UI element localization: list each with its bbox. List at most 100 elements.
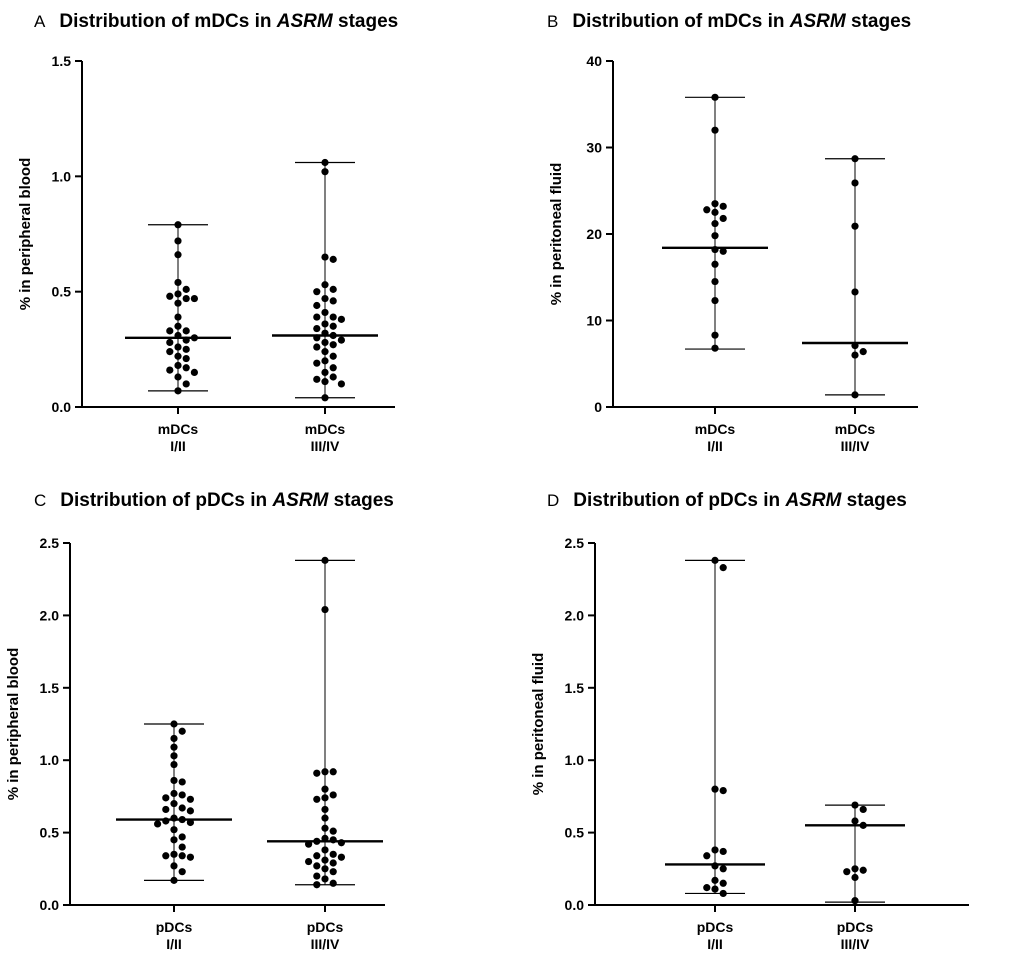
y-tick-label: 1.0 [52,168,72,184]
data-point [329,827,337,835]
data-point [154,820,162,828]
data-point [321,320,329,328]
data-point [851,897,859,905]
panel-letter: A [34,12,46,31]
data-point [329,352,337,360]
y-tick-label: 0.5 [40,825,60,841]
data-point [182,345,190,353]
data-point [321,834,329,842]
data-point [851,351,859,359]
data-point [859,821,867,829]
title-prefix: Distribution of pDCs in [60,490,272,511]
y-tick-label: 20 [586,226,602,242]
data-point [329,791,337,799]
data-point [182,285,190,293]
data-point [170,862,178,870]
data-point [719,247,727,255]
data-point [174,387,182,395]
data-point [178,791,186,799]
data-point [186,807,194,815]
panel-b: B Distribution of mDCs in ASRM stages 0 10 2… [513,0,1026,479]
x-tick-label: III/IV [311,438,340,454]
data-point [329,255,337,263]
data-point [313,862,321,870]
data-point [711,785,719,793]
title-prefix: Distribution of mDCs in [572,11,789,32]
data-point [859,866,867,874]
title-suffix: stages [328,490,393,511]
x-tick-label: mDCs [305,421,346,437]
data-point [321,606,329,614]
data-point [182,380,190,388]
data-point [313,334,321,342]
data-point [170,814,178,822]
data-point [313,881,321,889]
x-tick-label: mDCs [695,421,736,437]
data-point [321,394,329,402]
data-point [174,352,182,360]
data-point [337,853,345,861]
data-point [711,126,719,134]
title-prefix: Distribution of pDCs in [573,490,785,511]
data-point [703,206,711,214]
data-point [711,846,719,854]
x-tick-label: pDCs [156,919,193,935]
data-point [170,836,178,844]
data-point [174,343,182,351]
data-point [321,785,329,793]
x-tick-label: I/II [166,936,182,952]
data-point [174,322,182,330]
data-point [719,787,727,795]
data-point [182,294,190,303]
data-point [170,826,178,834]
panel-c: C Distribution of pDCs in ASRM stages 0.0 0… [0,479,513,958]
data-point [711,260,719,268]
data-point [321,814,329,822]
data-point [321,308,329,317]
panel-d: D Distribution of pDCs in ASRM stages 0.0 0… [513,479,1026,958]
data-point [711,245,719,254]
data-point [321,846,329,854]
data-point [337,380,345,388]
data-point [337,839,345,847]
data-point [321,158,329,167]
y-tick-label: 2.5 [40,535,60,551]
chart-title: B Distribution of mDCs in ASRM stages [547,11,911,32]
y-axis-label: % in peritoneal fluid [530,653,547,796]
data-point [170,752,178,760]
data-point [711,862,719,870]
data-point [162,852,170,860]
x-tick-label: mDCs [835,421,876,437]
data-point [321,378,329,386]
y-tick-label: 0.0 [52,399,72,415]
data-point [711,344,719,352]
data-point [166,292,174,300]
y-tick-label: 40 [586,53,602,69]
data-point [178,804,186,812]
data-point [719,847,727,856]
x-tick-label: III/IV [311,936,340,952]
y-tick-label: 2.0 [40,607,60,623]
data-point [851,873,859,882]
data-point [313,313,321,321]
data-point [162,805,170,814]
data-point [190,334,198,342]
data-point [329,322,337,330]
data-point [178,833,186,841]
data-point [329,859,337,867]
title-prefix: Distribution of mDCs in [59,11,276,32]
data-point [321,357,329,365]
x-tick-label: pDCs [697,919,734,935]
data-point [166,327,174,335]
y-tick-label: 0.0 [565,897,585,913]
data-point [182,364,190,372]
data-point [329,373,337,381]
data-point [321,338,329,347]
y-tick-label: 0.5 [52,284,72,300]
x-tick-label: III/IV [841,936,870,952]
data-point [174,299,182,307]
data-point [313,324,321,333]
data-point [321,253,329,261]
data-point [329,850,337,858]
data-point [711,208,719,216]
